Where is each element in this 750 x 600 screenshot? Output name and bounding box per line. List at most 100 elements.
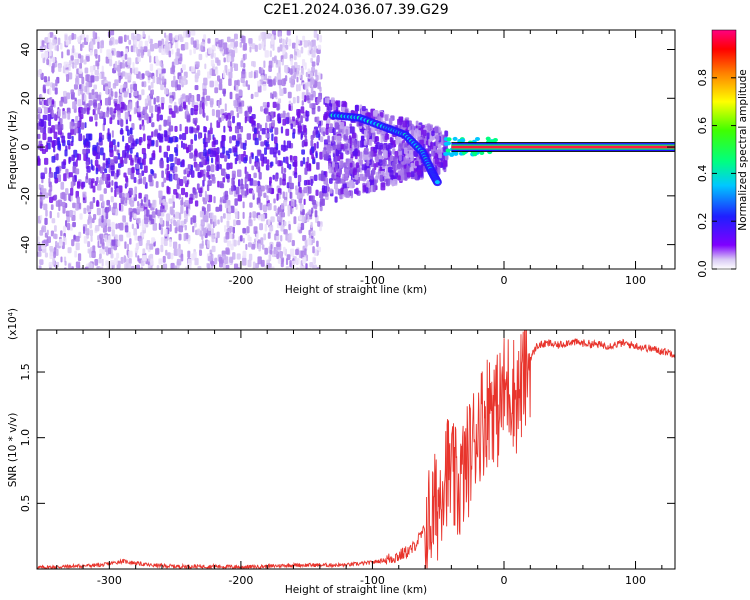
heatmap-cell	[295, 84, 299, 92]
heatmap-cell	[282, 118, 287, 126]
heatmap-cell	[193, 40, 197, 48]
heatmap-cell	[261, 127, 266, 135]
heatmap-cell	[105, 260, 109, 266]
heatmap-cell	[235, 140, 240, 147]
heatmap-cell	[136, 264, 140, 269]
heatmap-cell	[102, 174, 107, 181]
heatmap-cell	[437, 149, 442, 155]
heatmap-cell	[137, 200, 140, 207]
heatmap-cell	[161, 102, 164, 110]
heatmap-cell	[271, 266, 275, 269]
heatmap-cell	[186, 115, 191, 123]
heatmap-cell	[81, 107, 86, 114]
heatmap-cell	[100, 110, 103, 117]
heatmap-cell	[114, 61, 118, 68]
heatmap-cell	[51, 155, 56, 163]
heatmap-cell	[226, 36, 231, 43]
heatmap-cell	[317, 44, 322, 50]
heatmap-cell	[216, 164, 220, 172]
heatmap-cell	[179, 134, 182, 140]
heatmap-cell	[264, 108, 269, 115]
heatmap-cell	[238, 106, 243, 114]
heatmap-cell	[75, 115, 79, 123]
heatmap-cell	[135, 138, 139, 145]
heatmap-cell	[203, 142, 208, 148]
heatmap-cell	[294, 159, 298, 168]
heatmap-cell	[236, 219, 241, 226]
heatmap-cell	[380, 182, 386, 191]
heatmap-cell	[219, 152, 225, 159]
heatmap-cell	[135, 242, 140, 250]
heatmap-cell	[181, 93, 186, 100]
heatmap-cell	[261, 160, 264, 167]
heatmap-cell	[289, 154, 293, 161]
heatmap-cell	[66, 74, 70, 82]
heatmap-cell	[282, 110, 286, 118]
heatmap-cell	[151, 122, 155, 128]
heatmap-cell	[123, 34, 127, 43]
heatmap-cell	[148, 35, 151, 43]
heatmap-cell	[191, 253, 196, 261]
heatmap-cell	[288, 176, 292, 184]
heatmap-cell	[114, 103, 118, 111]
heatmap-cell	[151, 89, 154, 96]
heatmap-cell	[143, 133, 146, 142]
heatmap-cell	[152, 150, 156, 158]
heatmap-cell	[249, 156, 252, 164]
heatmap-cell	[291, 42, 296, 49]
heatmap-cell	[290, 58, 294, 66]
heatmap-cell	[311, 230, 316, 237]
heatmap-cell	[142, 81, 147, 88]
heatmap-cell	[97, 183, 102, 191]
heatmap-cell	[211, 245, 216, 253]
heatmap-cell	[244, 53, 247, 60]
heatmap-cell	[289, 248, 295, 257]
heatmap-cell	[65, 188, 69, 195]
heatmap-cell	[118, 234, 124, 242]
heatmap-cell	[248, 106, 252, 115]
heatmap-cell	[83, 226, 86, 234]
heatmap-cell	[268, 60, 273, 69]
heatmap-cell	[193, 47, 196, 54]
heatmap-cell	[48, 120, 52, 127]
heatmap-cell	[70, 89, 75, 95]
heatmap-cell	[290, 198, 295, 207]
heatmap-cell	[125, 175, 128, 182]
heatmap-cell	[214, 257, 218, 265]
heatmap-cell	[114, 91, 118, 99]
heatmap-cell	[183, 169, 186, 175]
heatmap-cell	[44, 217, 48, 225]
heatmap-cell	[178, 225, 184, 233]
heatmap-cell	[327, 135, 330, 143]
heatmap-cell	[181, 133, 187, 141]
heatmap-cell	[166, 156, 169, 164]
heatmap-cell	[211, 109, 215, 117]
heatmap-cell	[207, 148, 211, 155]
heatmap-cell	[307, 68, 311, 75]
heatmap-cell	[111, 180, 114, 186]
heatmap-cell	[286, 140, 292, 149]
heatmap-cell	[289, 260, 293, 268]
heatmap-cell	[277, 160, 282, 167]
heatmap-cell	[172, 80, 176, 88]
heatmap-cell	[51, 99, 55, 105]
heatmap-cell	[219, 97, 222, 106]
heatmap-cell	[300, 133, 303, 140]
heatmap-cell	[308, 209, 312, 215]
snr-ytick-label: 1.0	[19, 429, 32, 447]
heatmap-cell	[228, 55, 232, 62]
heatmap-cell	[260, 185, 265, 192]
heatmap-cell	[257, 80, 261, 87]
heatmap-cell	[164, 204, 168, 211]
heatmap-cell	[109, 107, 113, 115]
heatmap-cell	[283, 221, 287, 227]
heatmap-cell	[183, 233, 187, 242]
heatmap-cell	[288, 164, 292, 170]
heatmap-cell	[295, 249, 299, 256]
heatmap-cell	[148, 255, 151, 262]
heatmap-cell	[247, 234, 251, 242]
heatmap-cell	[307, 237, 312, 246]
heatmap-cell	[88, 100, 93, 106]
heatmap-cell	[360, 135, 365, 141]
heatmap-cell	[130, 86, 133, 94]
